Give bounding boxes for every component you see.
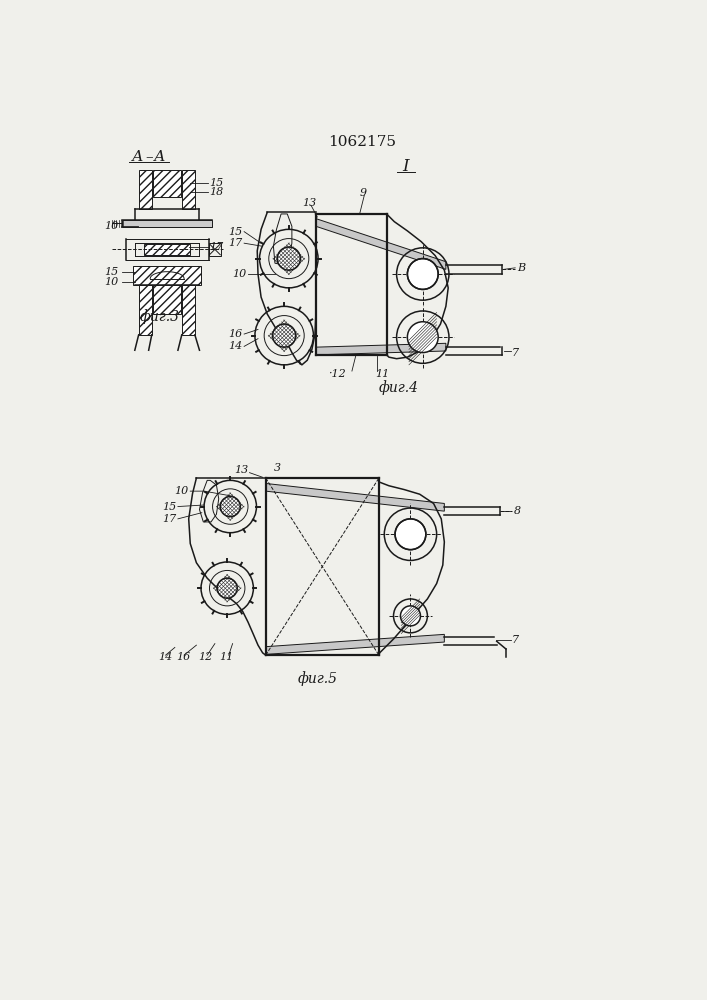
Circle shape [221, 497, 240, 517]
Text: 16: 16 [228, 329, 243, 339]
Circle shape [273, 324, 296, 347]
Circle shape [400, 606, 421, 626]
Text: 13: 13 [234, 465, 248, 475]
Polygon shape [266, 483, 444, 511]
Polygon shape [316, 343, 446, 355]
Text: фиг.4: фиг.4 [378, 381, 418, 395]
Polygon shape [266, 634, 444, 654]
Circle shape [407, 322, 438, 353]
Text: А: А [132, 150, 144, 164]
Polygon shape [158, 279, 175, 283]
Circle shape [277, 247, 300, 270]
Text: 13: 13 [303, 198, 317, 208]
Polygon shape [182, 170, 195, 209]
Text: фиг.3: фиг.3 [139, 309, 180, 324]
Text: 17: 17 [228, 238, 243, 248]
Text: 17: 17 [209, 242, 223, 252]
Text: 9: 9 [360, 188, 367, 198]
Text: 17: 17 [162, 514, 176, 524]
Text: 8: 8 [514, 506, 521, 516]
Text: 15: 15 [228, 227, 243, 237]
Text: 3: 3 [274, 463, 281, 473]
Polygon shape [144, 244, 190, 255]
Text: 11: 11 [219, 652, 234, 662]
Text: 10: 10 [104, 277, 118, 287]
Polygon shape [139, 285, 152, 335]
Text: –: – [145, 150, 153, 164]
Polygon shape [133, 266, 201, 285]
Text: 12: 12 [198, 652, 212, 662]
Text: 15: 15 [104, 267, 118, 277]
Polygon shape [316, 219, 446, 269]
Text: 7: 7 [512, 635, 519, 645]
Text: фиг.5: фиг.5 [297, 671, 337, 686]
Polygon shape [182, 285, 195, 335]
Text: 15: 15 [209, 178, 223, 188]
Circle shape [395, 519, 426, 550]
Text: В: В [518, 263, 525, 273]
Text: А: А [153, 150, 165, 164]
Text: 16: 16 [176, 652, 191, 662]
Text: 11: 11 [375, 369, 390, 379]
Circle shape [407, 259, 438, 289]
Polygon shape [153, 285, 181, 314]
Text: 10: 10 [175, 486, 189, 496]
Text: 14: 14 [228, 341, 243, 351]
Polygon shape [122, 220, 212, 227]
Text: 18: 18 [209, 187, 223, 197]
Text: ·12: ·12 [328, 369, 346, 379]
Circle shape [217, 578, 238, 598]
Text: 15: 15 [162, 502, 176, 512]
Polygon shape [153, 170, 181, 197]
Text: I: I [402, 158, 409, 175]
Polygon shape [139, 170, 152, 209]
Text: 10: 10 [104, 221, 118, 231]
Text: 10: 10 [232, 269, 247, 279]
Text: 14: 14 [158, 652, 172, 662]
Text: 1062175: 1062175 [328, 135, 396, 149]
Text: 7: 7 [512, 348, 519, 358]
